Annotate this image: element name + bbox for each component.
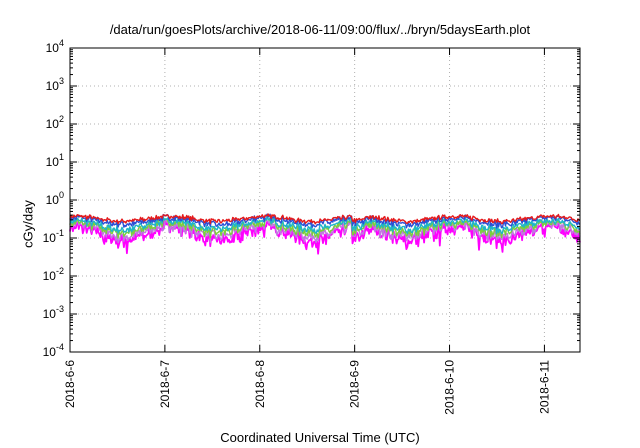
- y-tick-label: 103: [46, 76, 64, 93]
- x-axis: 2018-6-6 2018-6-7 2018-6-8 2018-6-9 2018-6-1…: [63, 48, 551, 415]
- x-tick-label: 2018-6-6: [63, 360, 77, 408]
- y-tick-label: 10-2: [43, 266, 64, 283]
- series-line-6: [69, 218, 581, 255]
- series-line-5: [69, 218, 581, 244]
- y-tick-label: 10-3: [43, 304, 64, 321]
- y-tick-label: 100: [46, 190, 64, 207]
- grid-lines: [70, 48, 580, 352]
- y-tick-label: 104: [46, 38, 64, 55]
- y-axis: 10-4 10-3 10-2 10-1 100 101 102 103 104: [43, 38, 580, 359]
- y-tick-label: 102: [46, 114, 64, 131]
- y-tick-label: 101: [46, 152, 64, 169]
- series-line-1: [69, 213, 581, 225]
- x-tick-label: 2018-6-7: [158, 360, 172, 408]
- x-tick-label: 2018-6-9: [348, 360, 362, 408]
- series-lines: [69, 213, 581, 255]
- y-axis-label: cGy/day: [20, 200, 36, 248]
- chart-title: /data/run/goesPlots/archive/2018-06-11/0…: [109, 22, 531, 37]
- y-tick-label: 10-1: [43, 228, 64, 245]
- series-line-2: [69, 213, 581, 229]
- series-line-3: [69, 215, 581, 235]
- y-tick-label: 10-4: [43, 342, 64, 359]
- x-tick-label: 2018-6-10: [443, 360, 457, 415]
- x-tick-label: 2018-6-8: [253, 360, 267, 408]
- x-tick-label: 2018-6-11: [537, 360, 551, 414]
- x-axis-label: Coordinated Universal Time (UTC): [220, 430, 420, 445]
